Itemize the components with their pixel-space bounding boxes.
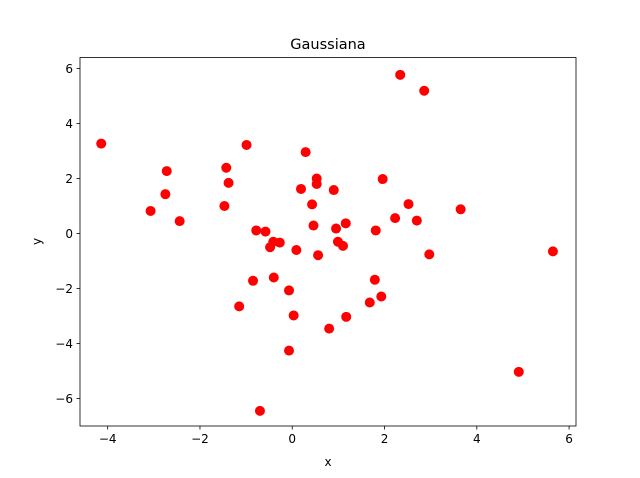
y-axis: −6 −4 −2 0 2 4 6: [55, 62, 80, 406]
data-point: [291, 245, 302, 255]
data-point: [219, 201, 230, 211]
data-point: [307, 199, 318, 210]
y-tick-label: 4: [65, 117, 73, 131]
data-point: [300, 147, 311, 158]
data-point: [161, 166, 172, 177]
data-point: [403, 199, 414, 210]
data-points: [96, 69, 558, 416]
plot-frame: [79, 57, 577, 427]
data-point: [424, 249, 435, 260]
y-tick-label: 6: [65, 62, 73, 76]
data-point: [223, 177, 234, 188]
data-point: [455, 204, 466, 215]
data-point: [338, 240, 348, 251]
data-point: [390, 213, 401, 224]
data-point: [547, 246, 558, 257]
y-tick-label: 0: [65, 227, 73, 241]
y-tick-label: −6: [55, 392, 73, 406]
data-point: [174, 216, 185, 227]
data-point: [313, 250, 324, 261]
x-tick-label: 0: [288, 432, 296, 446]
y-tick-label: −2: [55, 282, 73, 296]
data-point: [274, 237, 285, 248]
y-tick-label: 2: [65, 172, 73, 186]
data-point: [234, 301, 245, 312]
data-point: [513, 366, 524, 377]
y-axis-title: y: [30, 238, 44, 245]
data-point: [268, 272, 279, 283]
data-point: [411, 215, 422, 226]
data-point: [377, 174, 388, 185]
data-point: [145, 205, 156, 216]
y-tick-label: −4: [55, 337, 73, 351]
x-tick-label: 6: [565, 432, 573, 446]
x-tick-label: −2: [191, 432, 209, 446]
data-point: [96, 138, 107, 149]
data-point: [370, 225, 381, 236]
x-axis: −4 −2 0 2 4 6: [99, 426, 573, 446]
data-point: [308, 220, 319, 231]
data-point: [376, 291, 387, 302]
x-tick-label: −4: [99, 432, 117, 446]
data-point: [284, 345, 295, 356]
data-point: [328, 185, 339, 196]
data-point: [284, 285, 295, 296]
data-point: [419, 85, 430, 96]
data-point: [331, 223, 342, 234]
data-point: [369, 274, 380, 285]
data-point: [311, 179, 322, 189]
data-point: [395, 69, 406, 80]
data-point: [248, 275, 259, 286]
chart-title: Gaussiana: [290, 37, 365, 53]
data-point: [341, 311, 352, 322]
data-point: [296, 183, 307, 194]
data-point: [340, 218, 351, 229]
data-point: [260, 226, 271, 237]
data-point: [251, 225, 262, 236]
data-point: [324, 323, 335, 334]
x-tick-label: 2: [381, 432, 389, 446]
data-point: [288, 310, 299, 321]
data-point: [254, 405, 265, 416]
x-axis-title: x: [324, 455, 331, 469]
x-tick-label: 4: [473, 432, 481, 446]
data-point: [221, 162, 232, 173]
data-point: [160, 189, 171, 200]
data-point: [364, 297, 375, 308]
data-point: [241, 139, 252, 150]
